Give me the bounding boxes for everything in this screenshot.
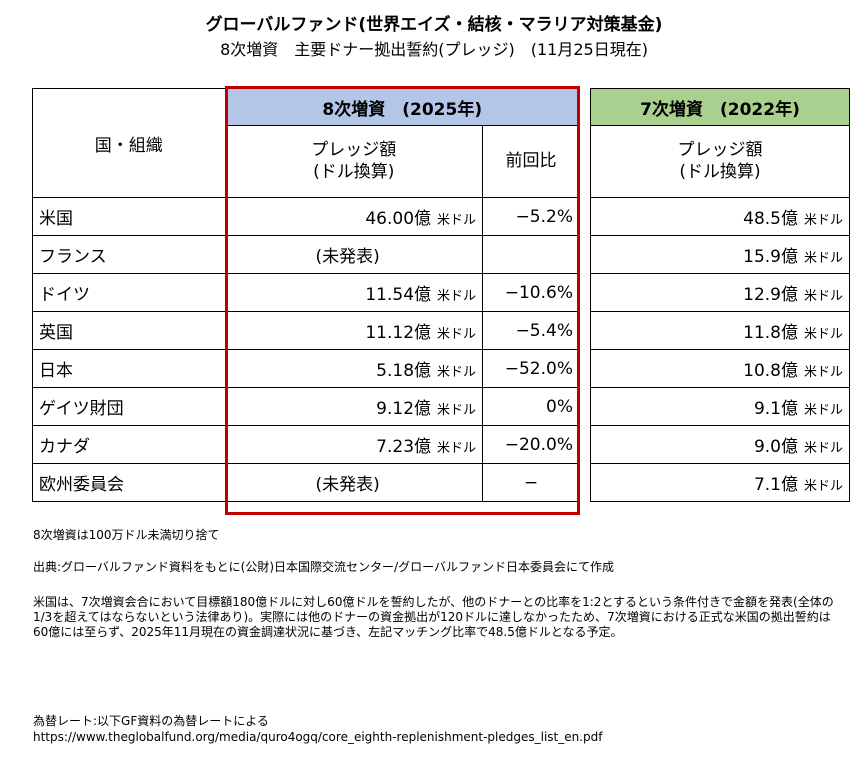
pledge-amount: 11.12億 bbox=[365, 323, 432, 343]
unit: 米ドル bbox=[803, 289, 843, 304]
page-title: グローバルファンド(世界エイズ・結核・マラリア対策基金) bbox=[205, 15, 663, 35]
note-source: 出典:グローバルファンド資料をもとに(公財)日本国際交流センター/グローバルファ… bbox=[33, 560, 614, 574]
ratio bbox=[482, 235, 580, 274]
table-row: 10.8億 米ドル bbox=[590, 349, 850, 388]
org-name: ドイツ bbox=[32, 273, 226, 312]
table-row: 48.5億 米ドル bbox=[590, 197, 850, 236]
table-row: 11.8億 米ドル bbox=[590, 311, 850, 350]
header-pledge-line2: (ドル換算) bbox=[679, 161, 761, 182]
ratio: − bbox=[482, 463, 580, 502]
pledge-7th: 11.8億 米ドル bbox=[590, 311, 850, 350]
pledge-8th: 11.12億 米ドル bbox=[224, 311, 484, 350]
table-row: 9.0億 米ドル bbox=[590, 425, 850, 464]
pledge-amount: 11.54億 bbox=[365, 285, 432, 305]
pledge-8th: 9.12億 米ドル bbox=[224, 387, 484, 426]
org-name: 欧州委員会 bbox=[32, 463, 226, 502]
unit: 米ドル bbox=[803, 327, 843, 342]
header-org: 国・組織 bbox=[32, 88, 226, 198]
header-band-7th: 7次増資 (2022年) bbox=[590, 88, 850, 126]
pledge-8th: 7.23億 米ドル bbox=[224, 425, 484, 464]
unit: 米ドル bbox=[437, 327, 477, 342]
pledge-7th: 7.1億 米ドル bbox=[590, 463, 850, 502]
header-pledge-8th: プレッジ額 (ドル換算) bbox=[224, 125, 484, 198]
pledge-8th: (未発表) bbox=[224, 235, 484, 274]
pledge-amount: 48.5億 bbox=[743, 209, 798, 229]
unit: 米ドル bbox=[803, 403, 843, 418]
pledge-amount: 46.00億 bbox=[365, 209, 432, 229]
unit: 米ドル bbox=[437, 441, 477, 456]
ratio: −52.0% bbox=[482, 349, 580, 388]
pledge-amount: 9.12億 bbox=[376, 399, 432, 419]
ratio: −10.6% bbox=[482, 273, 580, 312]
table-row: ゲイツ財団 9.12億 米ドル 0% bbox=[32, 387, 580, 426]
org-name: フランス bbox=[32, 235, 226, 274]
unit: 米ドル bbox=[803, 251, 843, 266]
unit: 米ドル bbox=[437, 289, 477, 304]
table-row: 7.1億 米ドル bbox=[590, 463, 850, 502]
note-fx: 為替レート:以下GF資料の為替レートによる bbox=[33, 714, 269, 728]
table-row: 米国 46.00億 米ドル −5.2% bbox=[32, 197, 580, 236]
pledge-amount: 15.9億 bbox=[743, 247, 798, 267]
pledge-amount: 9.1億 bbox=[753, 399, 798, 419]
pledge-7th: 48.5億 米ドル bbox=[590, 197, 850, 236]
unit: 米ドル bbox=[437, 403, 477, 418]
note-rounding: 8次増資は100万ドル未満切り捨て bbox=[33, 528, 220, 542]
pledge-7th: 9.0億 米ドル bbox=[590, 425, 850, 464]
pledge-7th: 12.9億 米ドル bbox=[590, 273, 850, 312]
table-row: 12.9億 米ドル bbox=[590, 273, 850, 312]
pledge-table-7th: 7次増資 (2022年) プレッジ額 (ドル換算) 48.5億 米ドル 15.9億 米ド… bbox=[590, 88, 850, 502]
unit: 米ドル bbox=[437, 213, 477, 228]
ratio: 0% bbox=[482, 387, 580, 426]
pledge-8th: 11.54億 米ドル bbox=[224, 273, 484, 312]
note-us: 米国は、7次増資会合において目標額180億ドルに対し60億ドルを誓約したが、他の… bbox=[33, 595, 834, 639]
unit: 米ドル bbox=[803, 365, 843, 380]
pledge-amount: 7.1億 bbox=[753, 475, 798, 495]
unit: 米ドル bbox=[803, 213, 843, 228]
pledge-amount: 11.8億 bbox=[743, 323, 798, 343]
pledge-amount: 9.0億 bbox=[753, 437, 798, 457]
ratio: −5.2% bbox=[482, 197, 580, 236]
pledge-7th: 9.1億 米ドル bbox=[590, 387, 850, 426]
pledge-8th: (未発表) bbox=[224, 463, 484, 502]
table-row: ドイツ 11.54億 米ドル −10.6% bbox=[32, 273, 580, 312]
pledge-amount: 10.8億 bbox=[743, 361, 798, 381]
pledge-8th: 5.18億 米ドル bbox=[224, 349, 484, 388]
header-band-8th: 8次増資 (2025年) bbox=[224, 88, 580, 126]
header-pledge-line2: (ドル換算) bbox=[313, 161, 395, 182]
header-ratio: 前回比 bbox=[482, 125, 580, 198]
table-row: フランス (未発表) bbox=[32, 235, 580, 274]
unit: 米ドル bbox=[803, 479, 843, 494]
unit: 米ドル bbox=[803, 441, 843, 456]
pledge-8th: 46.00億 米ドル bbox=[224, 197, 484, 236]
org-name: 日本 bbox=[32, 349, 226, 388]
ratio: −20.0% bbox=[482, 425, 580, 464]
header-pledge-line1: プレッジ額 bbox=[311, 140, 397, 161]
table-row: 欧州委員会 (未発表) − bbox=[32, 463, 580, 502]
pledge-7th: 10.8億 米ドル bbox=[590, 349, 850, 388]
org-name: 英国 bbox=[32, 311, 226, 350]
pledge-table-8th: 国・組織 8次増資 (2025年) プレッジ額 (ドル換算) 前回比 米国 46.… bbox=[32, 88, 580, 502]
pledge-amount: 12.9億 bbox=[743, 285, 798, 305]
page-subtitle: 8次増資 主要ドナー拠出誓約(プレッジ) (11月25日現在) bbox=[220, 40, 648, 59]
org-name: ゲイツ財団 bbox=[32, 387, 226, 426]
table-row: カナダ 7.23億 米ドル −20.0% bbox=[32, 425, 580, 464]
ratio: −5.4% bbox=[482, 311, 580, 350]
table-row: 9.1億 米ドル bbox=[590, 387, 850, 426]
table-row: 15.9億 米ドル bbox=[590, 235, 850, 274]
pledge-7th: 15.9億 米ドル bbox=[590, 235, 850, 274]
table-row: 英国 11.12億 米ドル −5.4% bbox=[32, 311, 580, 350]
header-pledge-7th: プレッジ額 (ドル換算) bbox=[590, 125, 850, 198]
table-row: 日本 5.18億 米ドル −52.0% bbox=[32, 349, 580, 388]
pledge-amount: 7.23億 bbox=[376, 437, 432, 457]
unit: 米ドル bbox=[437, 365, 477, 380]
org-name: カナダ bbox=[32, 425, 226, 464]
org-name: 米国 bbox=[32, 197, 226, 236]
header-pledge-line1: プレッジ額 bbox=[677, 140, 763, 161]
pledge-amount: 5.18億 bbox=[376, 361, 432, 381]
source-url[interactable]: https://www.theglobalfund.org/media/quro… bbox=[33, 730, 603, 744]
